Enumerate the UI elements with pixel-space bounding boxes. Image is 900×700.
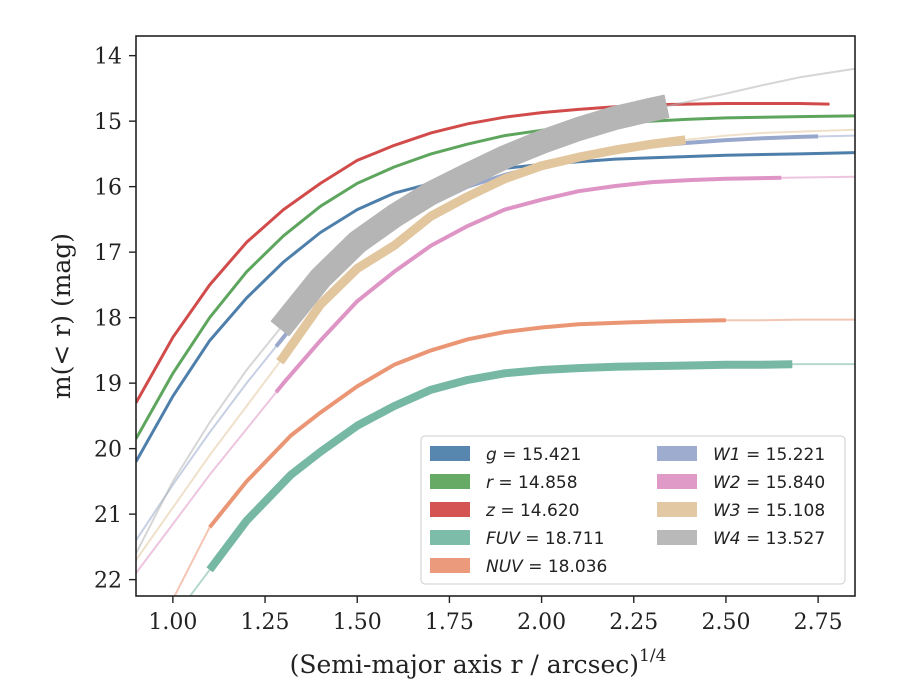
legend-items: g = 15.421 r = 14.858 z = 14.620 FUV = 18.7…	[430, 445, 825, 577]
series-g-measured	[136, 151, 855, 463]
y-tick-label: 19	[94, 372, 122, 397]
legend-swatch-fuv	[430, 530, 470, 545]
series-w3-measured	[276, 135, 686, 365]
legend-label-w2: W2 = 15.840	[713, 473, 825, 493]
series-fuv-measured	[206, 360, 793, 573]
series-g-model	[136, 151, 855, 463]
series-g	[136, 151, 855, 463]
series-z-model	[136, 102, 831, 404]
legend-label-w4: W4 = 13.527	[713, 529, 825, 549]
legend-swatch-w1	[657, 446, 697, 461]
series-layer	[136, 67, 855, 596]
legend-item-nuv: NUV = 18.036	[430, 557, 607, 577]
legend-swatch-nuv	[430, 558, 470, 573]
x-axis-label-exponent: 1/4	[639, 646, 666, 666]
legend-box	[420, 435, 846, 585]
x-tick-label: 1.75	[425, 610, 474, 635]
y-tick-label: 21	[94, 503, 122, 528]
legend-item-w3: W3 = 15.108	[657, 501, 825, 521]
legend-item-r: r = 14.858	[430, 473, 578, 493]
y-tick-label: 17	[94, 241, 122, 266]
series-nuv-measured	[208, 318, 726, 529]
y-axis: 14 15 16 17 18 19 20 21 22	[94, 45, 136, 594]
legend-item-w2: W2 = 15.840	[657, 473, 825, 493]
series-w2-measured	[274, 175, 782, 394]
legend-swatch-g	[430, 446, 470, 461]
series-r-measured	[136, 114, 855, 440]
legend-item-w4: W4 = 13.527	[657, 529, 825, 549]
legend-label-r: r = 14.858	[486, 473, 578, 493]
legend-label-g: g = 15.421	[486, 445, 581, 465]
x-tick-label: 1.00	[148, 610, 197, 635]
legend-item-w1: W1 = 15.221	[657, 445, 825, 465]
legend-label-nuv: NUV = 18.036	[486, 557, 607, 577]
legend-label-fuv: FUV = 18.711	[486, 529, 604, 549]
plot-frame	[135, 35, 856, 597]
y-axis-label: m(< r) (mag)	[47, 233, 76, 399]
x-axis-label: (Semi-major axis r / arcsec)1/4	[290, 646, 667, 679]
legend-swatch-r	[430, 474, 470, 489]
series-fuv	[188, 360, 855, 596]
legend-swatch-w3	[657, 502, 697, 517]
x-tick-label: 1.25	[241, 610, 290, 635]
y-tick-label: 14	[94, 45, 122, 70]
x-tick-label: 2.25	[609, 610, 658, 635]
legend-item-z: z = 14.620	[430, 501, 579, 521]
x-tick-label: 2.00	[517, 610, 566, 635]
x-tick-label: 1.50	[333, 610, 382, 635]
series-r	[136, 114, 855, 440]
series-nuv	[173, 318, 855, 596]
legend: g = 15.421 r = 14.858 z = 14.620 FUV = 18.7…	[420, 435, 846, 585]
legend-swatch-w4	[657, 530, 697, 545]
y-tick-label: 22	[94, 569, 122, 594]
x-axis: 1.00 1.25 1.50 1.75 2.00 2.25 2.50 2.75	[148, 596, 843, 635]
series-w2	[136, 175, 855, 575]
legend-label-w1: W1 = 15.221	[713, 445, 825, 465]
series-w4	[136, 67, 855, 555]
series-z-measured	[136, 102, 830, 404]
series-w3	[136, 128, 855, 561]
y-tick-label: 16	[94, 176, 122, 201]
y-tick-label: 20	[94, 438, 122, 463]
legend-item-g: g = 15.421	[430, 445, 581, 465]
series-z	[136, 102, 831, 404]
legend-swatch-w2	[657, 474, 697, 489]
y-tick-label: 15	[94, 110, 122, 135]
legend-label-z: z = 14.620	[485, 501, 579, 521]
y-tick-label: 18	[94, 307, 122, 332]
legend-item-fuv: FUV = 18.711	[430, 529, 604, 549]
x-tick-label: 2.50	[701, 610, 750, 635]
x-tick-label: 2.75	[794, 610, 843, 635]
series-w4-measured	[270, 94, 670, 337]
legend-label-w3: W3 = 15.108	[713, 501, 825, 521]
legend-swatch-z	[430, 502, 470, 517]
